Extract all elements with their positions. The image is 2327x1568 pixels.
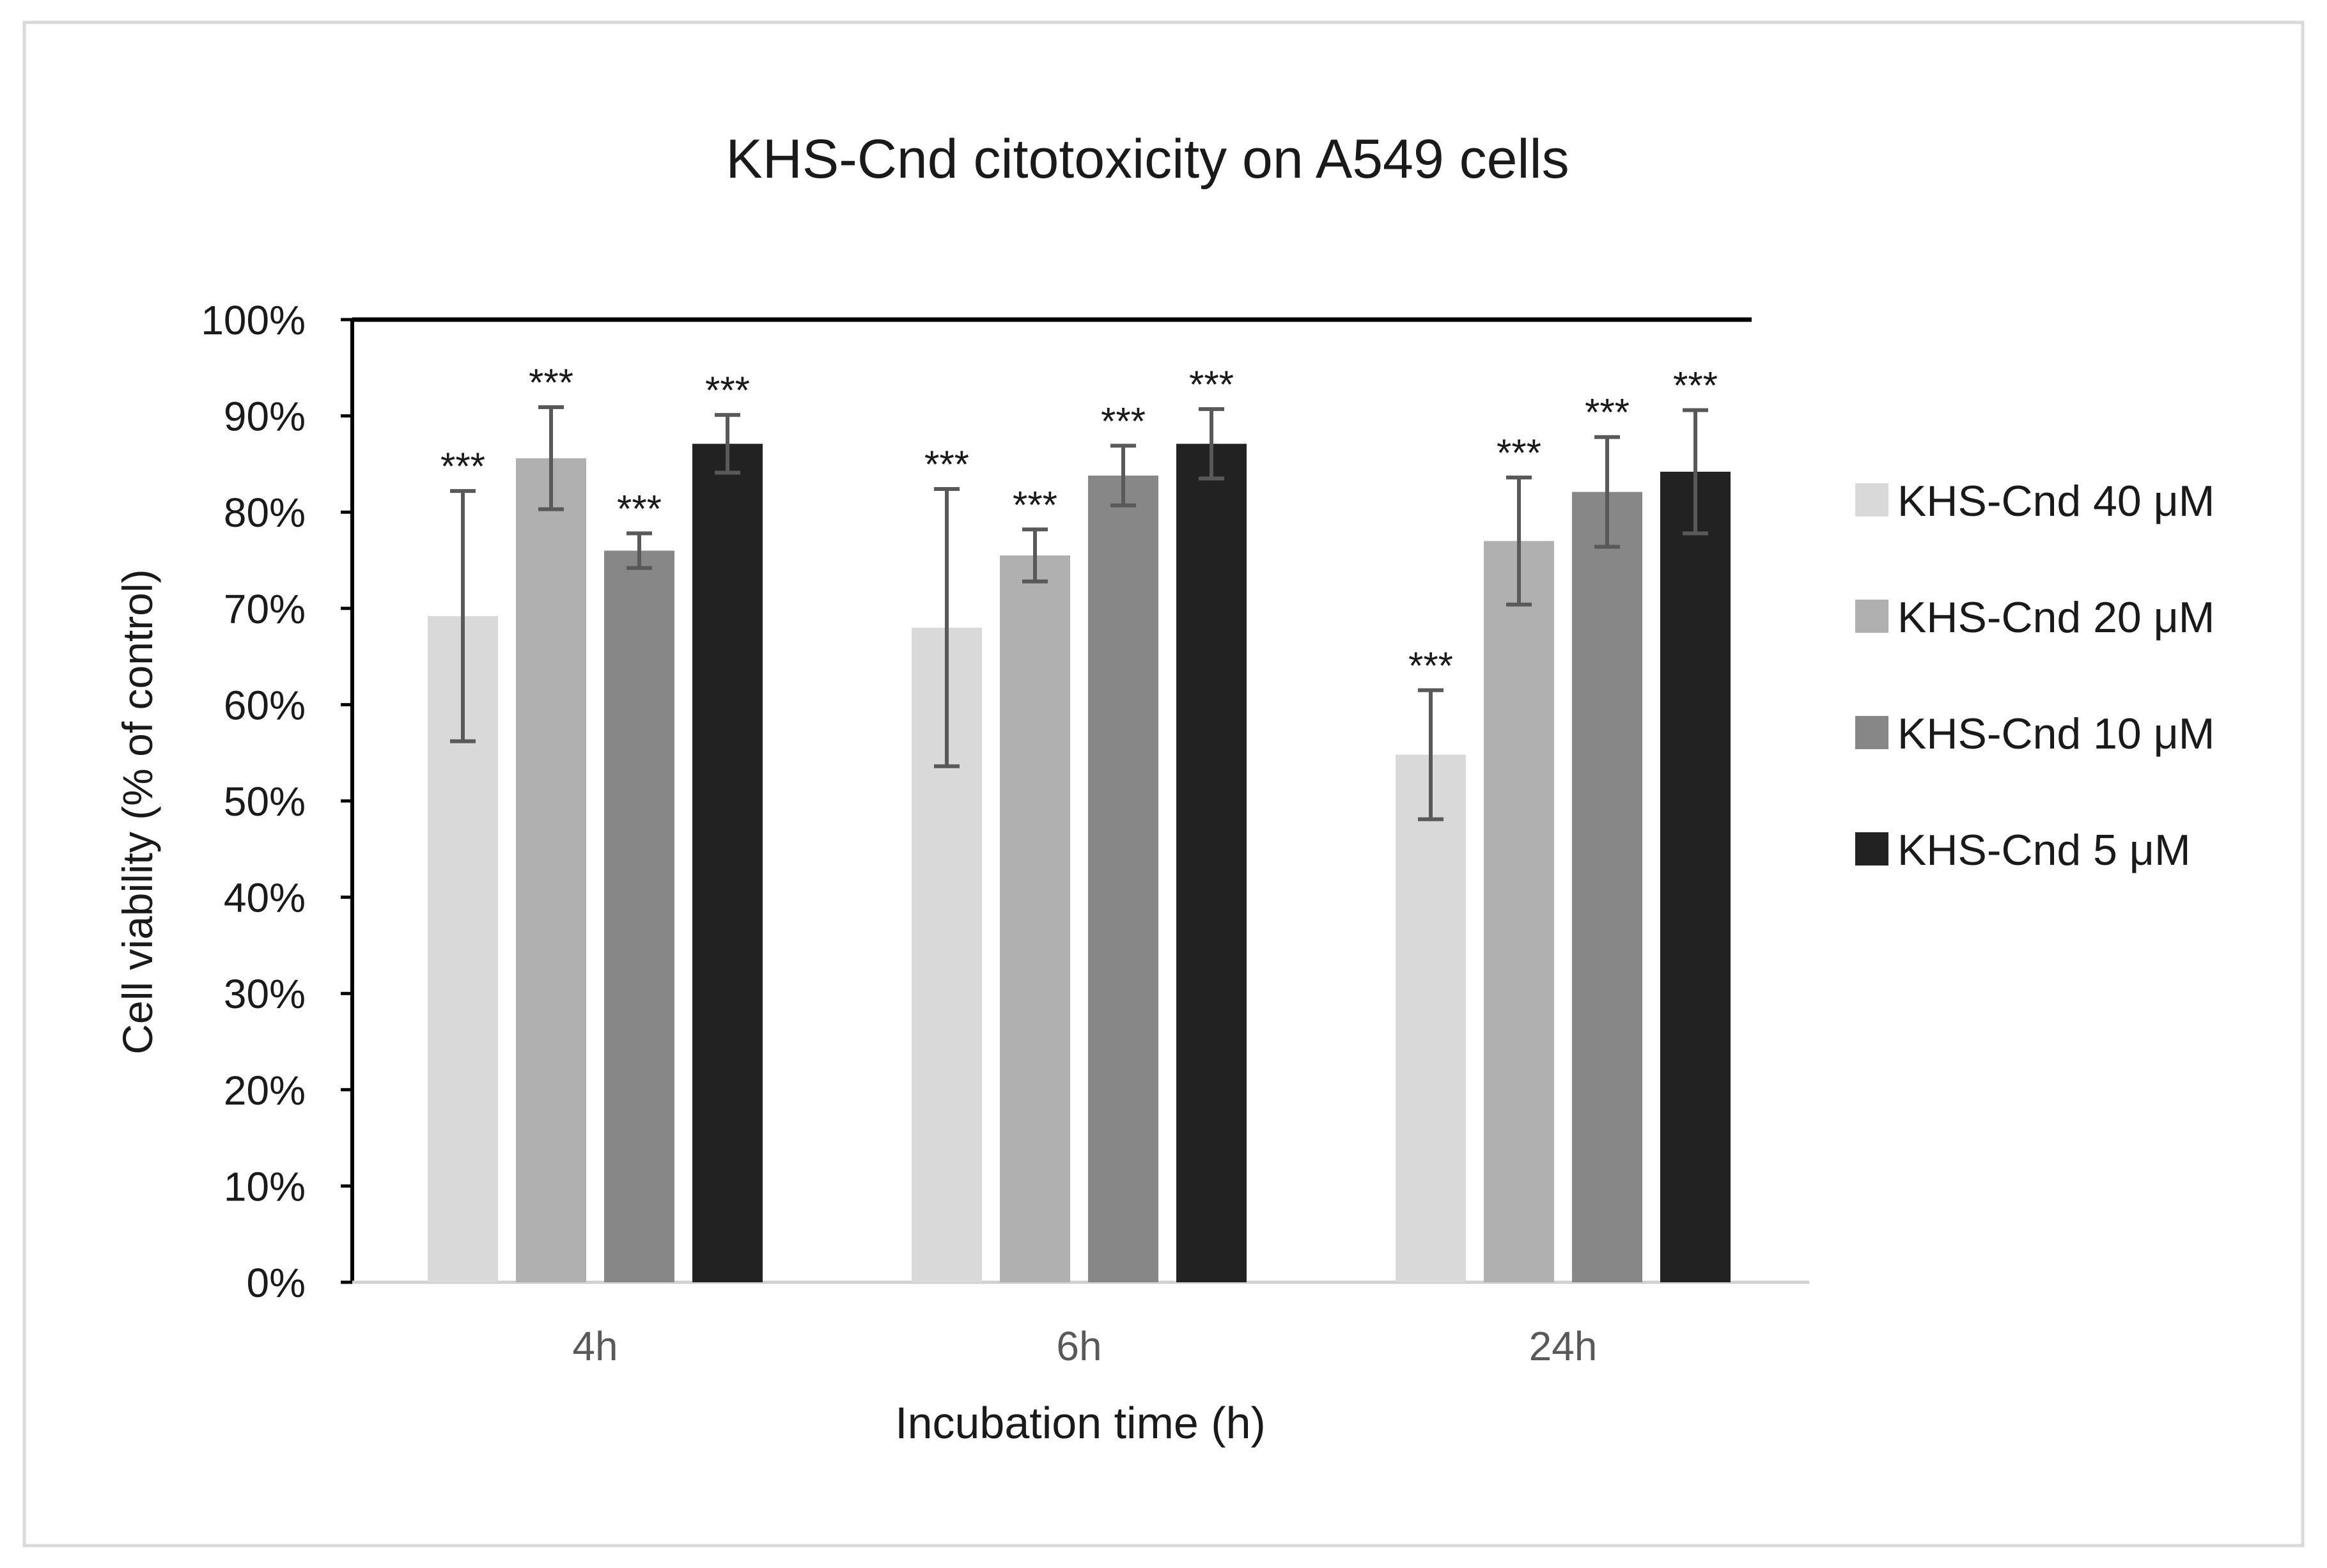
y-axis-title: Cell viability (% of control) [114,569,161,1054]
bar [692,444,763,1283]
y-tick-label: 30% [224,971,306,1017]
bar [516,458,586,1282]
significance-label: *** [1585,391,1630,434]
y-tick-label: 10% [224,1163,306,1209]
significance-label: *** [529,361,573,404]
significance-label: *** [1673,364,1718,407]
y-tick-label: 20% [224,1067,306,1114]
legend-swatch [1855,832,1888,866]
y-axis: 0% 10% 20% 30% 40% 50% 60% 70% 80% 90% 100% [201,297,1752,1306]
significance-label: *** [1101,400,1146,442]
chart-title: KHS-Cnd citotoxicity on A549 cells [726,128,1569,190]
significance-label: *** [1189,363,1234,406]
bar [1088,475,1158,1283]
legend-label: KHS-Cnd 10 μM [1897,710,2214,758]
significance-label: *** [1497,431,1541,474]
x-tick-label: 4h [572,1323,618,1369]
y-tick-label: 100% [201,297,306,343]
legend-swatch [1855,716,1888,749]
significance-label: *** [1408,644,1453,687]
bar [1396,754,1466,1282]
legend: KHS-Cnd 40 μM KHS-Cnd 20 μM KHS-Cnd 10 μM K… [1855,477,2214,874]
legend-label: KHS-Cnd 20 μM [1897,593,2214,642]
significance-label: *** [924,443,969,486]
bars [428,444,1731,1283]
significance-label: *** [705,369,750,412]
x-tick-label: 6h [1056,1323,1101,1369]
y-tick-label: 40% [224,875,306,921]
y-tick-label: 80% [224,490,306,536]
significance-label: *** [440,445,485,488]
bar [604,550,674,1283]
legend-label: KHS-Cnd 40 μM [1897,477,2214,525]
y-tick-label: 60% [224,682,306,728]
bar [1000,555,1070,1282]
bar [1660,471,1731,1282]
significance-label: *** [1013,483,1057,526]
x-tick-label: 24h [1529,1323,1598,1369]
y-tick-label: 0% [247,1260,306,1306]
chart-border [22,20,2305,1548]
error-bars [450,405,1708,821]
significance-labels: *** *** *** *** *** *** *** *** *** *** *** *** [440,361,1718,687]
legend-swatch [1855,483,1888,516]
significance-label: *** [617,487,662,530]
y-tick-label: 90% [224,394,306,440]
legend-swatch [1855,600,1888,633]
x-axis-title: Incubation time (h) [895,1398,1266,1448]
bar [1176,444,1247,1283]
bar [1484,541,1554,1282]
legend-label: KHS-Cnd 5 μM [1897,826,2191,874]
y-tick-label: 50% [224,779,306,825]
x-axis: 4h 6h 24h [352,1280,1809,1369]
y-tick-label: 70% [224,586,306,632]
bar [1572,492,1642,1282]
